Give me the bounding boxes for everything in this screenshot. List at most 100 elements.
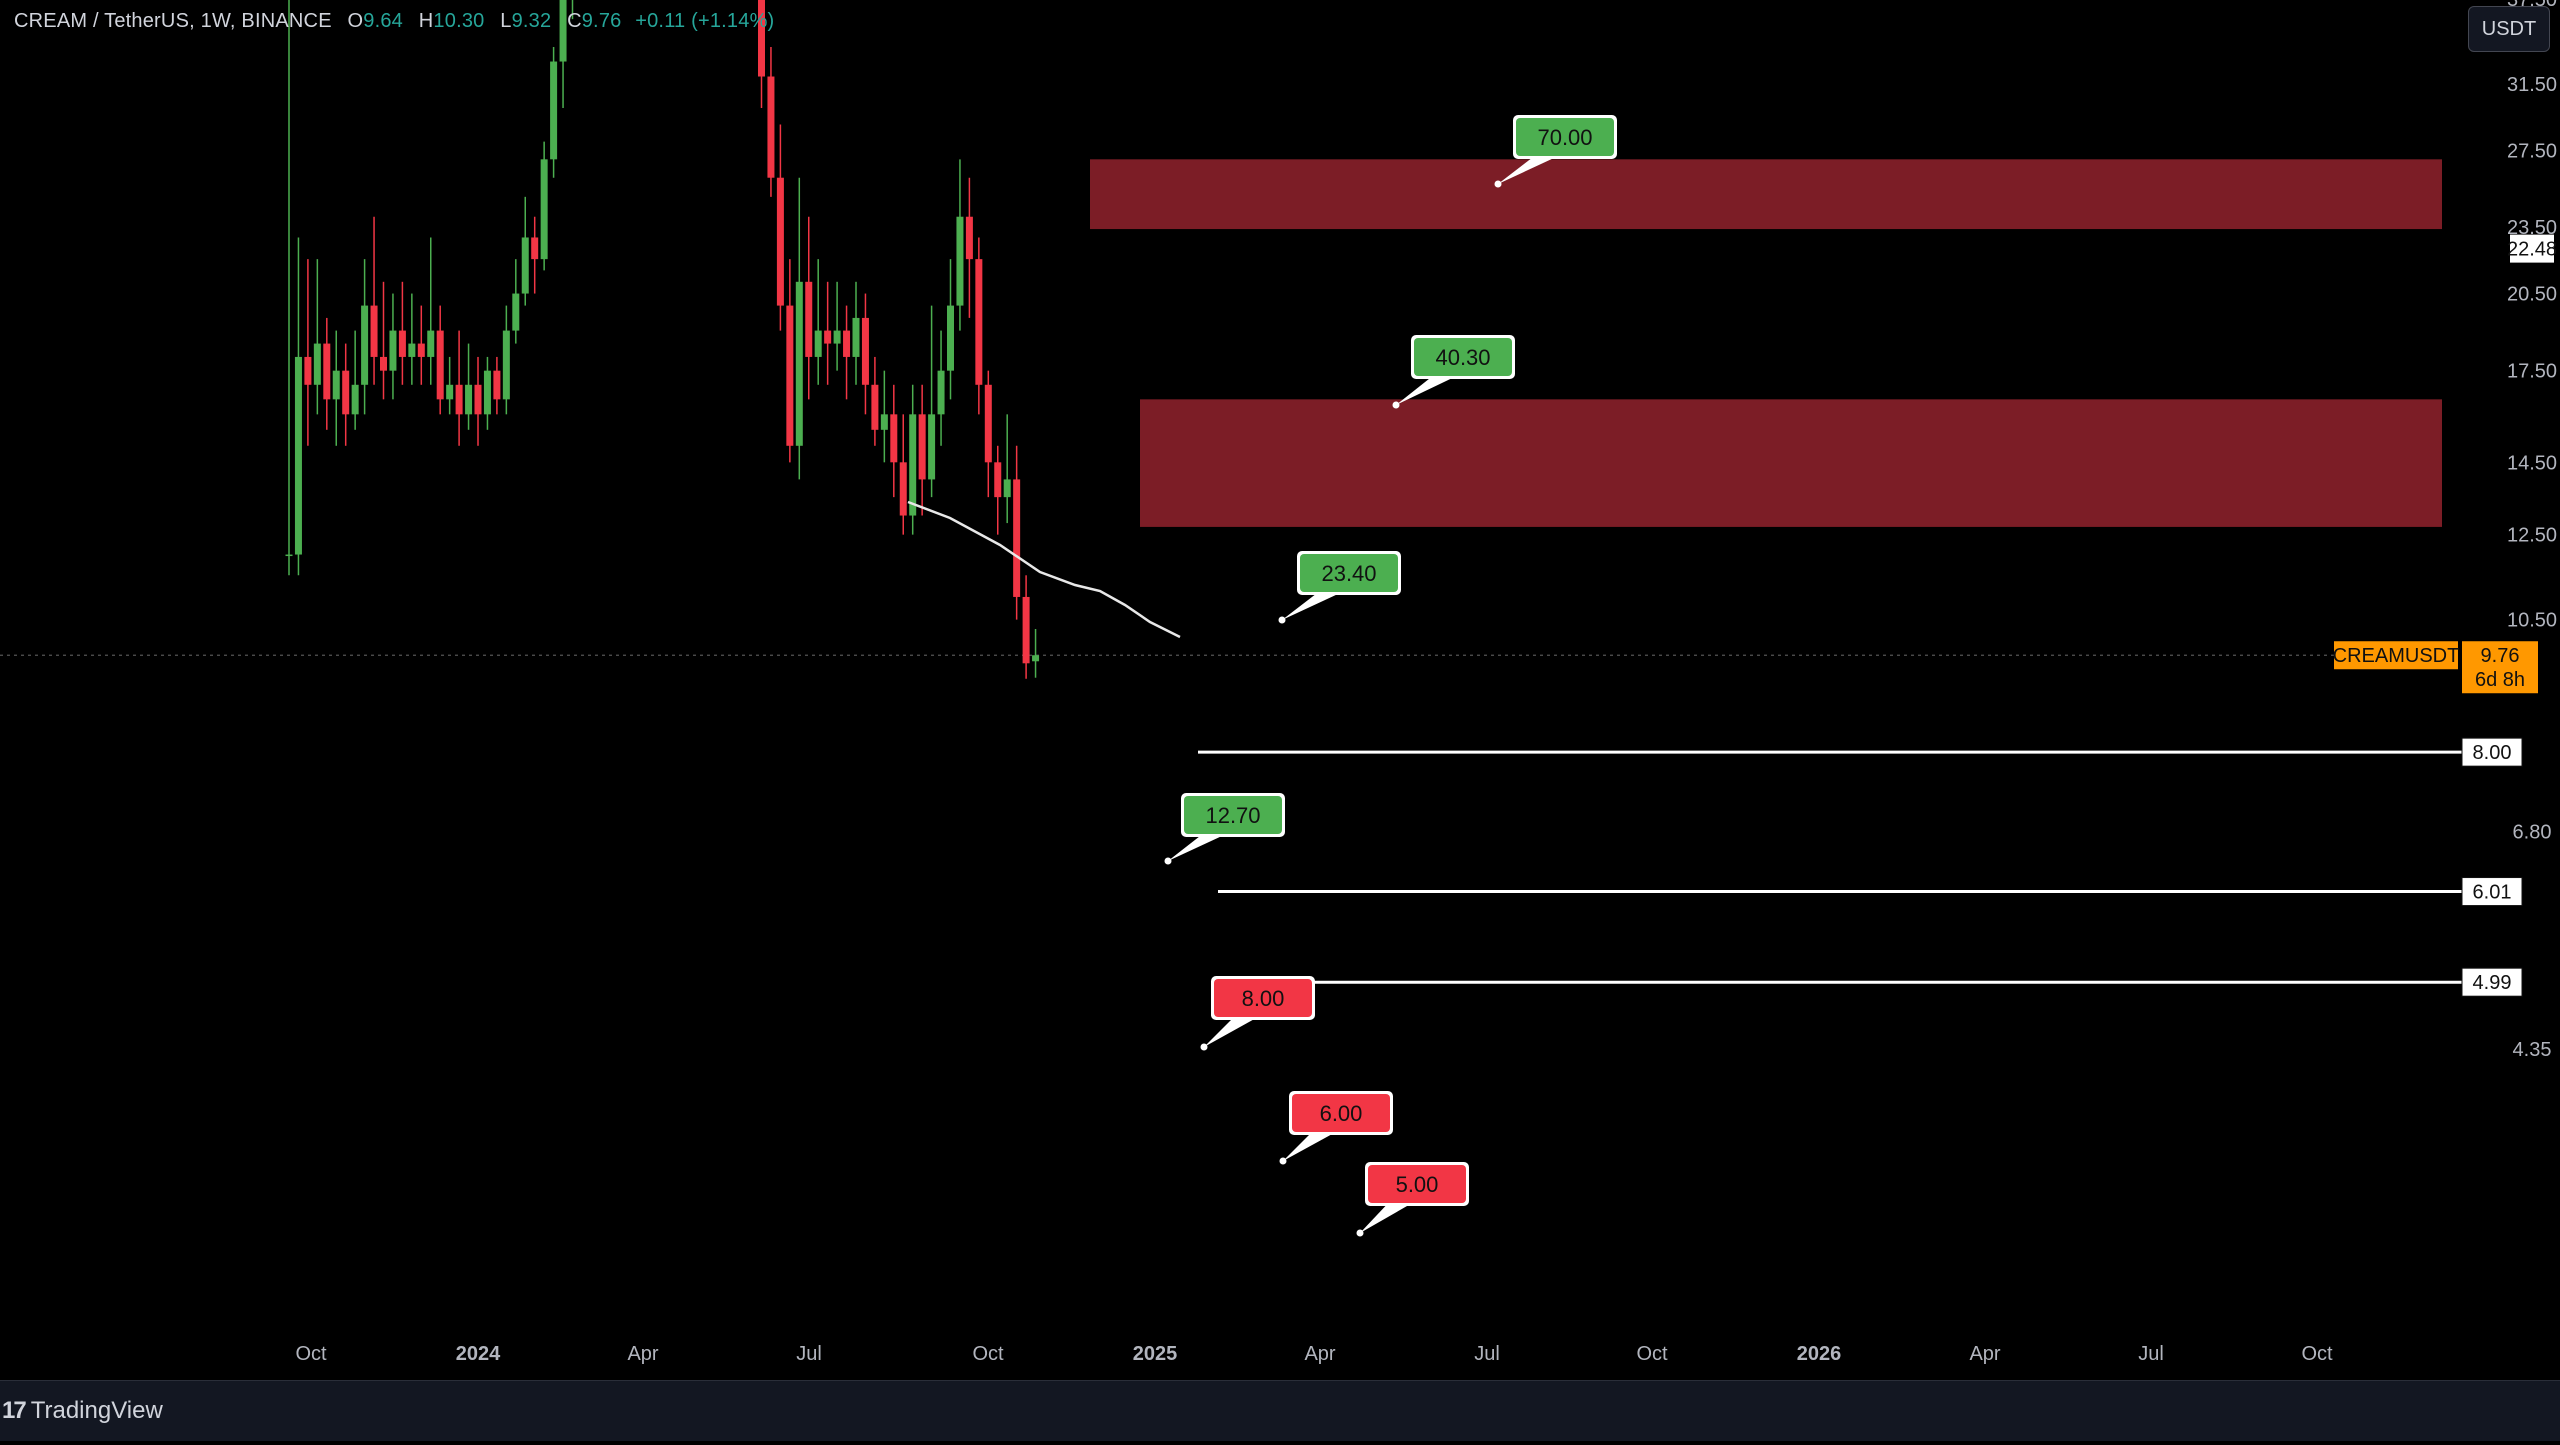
candle-body bbox=[483, 370, 491, 415]
candle-body bbox=[465, 384, 473, 415]
candle-body bbox=[824, 330, 832, 344]
open-value: 9.64 bbox=[363, 10, 403, 32]
change-value: +0.11 (+1.14%) bbox=[635, 10, 775, 32]
time-tick-label: Jul bbox=[2138, 1343, 2164, 1365]
callout-anchor bbox=[1279, 1157, 1287, 1165]
callout-pointer bbox=[1396, 371, 1467, 405]
candle-body bbox=[521, 237, 529, 294]
candle-body bbox=[446, 384, 454, 400]
candle-body bbox=[389, 330, 397, 371]
callout-pointer bbox=[1204, 1012, 1267, 1047]
candle-body bbox=[861, 317, 869, 385]
currency-button[interactable]: USDT bbox=[2468, 6, 2550, 52]
price-tick-label: 6.80 bbox=[2513, 821, 2552, 843]
time-tick-label: Apr bbox=[1304, 1343, 1335, 1365]
callout-text: 40.30 bbox=[1435, 345, 1490, 370]
support-label: 6.00 bbox=[1279, 1091, 1393, 1165]
candle-body bbox=[843, 330, 851, 357]
price-axis-tag-text: 4.99 bbox=[2473, 972, 2512, 994]
candle-body bbox=[408, 343, 416, 357]
candle-body bbox=[417, 343, 425, 357]
time-tick-label: Jul bbox=[796, 1343, 822, 1365]
candle-body bbox=[1032, 655, 1040, 662]
resistance-zone bbox=[1140, 399, 2442, 527]
callout-pointer bbox=[1498, 151, 1569, 184]
axis-marker-text: 22.48 bbox=[2507, 239, 2557, 261]
candle-body bbox=[455, 384, 463, 415]
candle-body bbox=[814, 330, 822, 357]
callout-anchor bbox=[1392, 401, 1400, 409]
price-tick-label: 23.50 bbox=[2507, 217, 2557, 239]
candle-body bbox=[559, 0, 567, 62]
callout-box bbox=[1292, 1094, 1390, 1132]
moving-average-line bbox=[907, 500, 1181, 639]
candle-body bbox=[965, 216, 973, 260]
candle-body bbox=[928, 414, 936, 480]
price-tick-label: 31.50 bbox=[2507, 74, 2557, 96]
time-tick-label: Apr bbox=[1969, 1343, 2000, 1365]
candle-body bbox=[918, 414, 926, 480]
candle-body bbox=[512, 293, 520, 331]
candle-body bbox=[899, 462, 907, 516]
candle-body bbox=[294, 356, 302, 555]
candle-body bbox=[285, 554, 293, 557]
low-value: 9.32 bbox=[511, 10, 552, 32]
callout-text: 23.40 bbox=[1321, 561, 1376, 586]
current-price-tag bbox=[2462, 641, 2538, 694]
target-label: 12.70 bbox=[1164, 793, 1285, 865]
candle-body bbox=[380, 356, 387, 371]
candle-body bbox=[313, 343, 321, 385]
candle-body bbox=[852, 317, 860, 357]
candle-body bbox=[1013, 479, 1021, 597]
candle-body bbox=[833, 330, 841, 344]
price-axis-tag bbox=[2461, 967, 2523, 997]
candle-body bbox=[493, 370, 501, 400]
support-label: 8.00 bbox=[1200, 976, 1315, 1051]
candle-body bbox=[776, 177, 784, 306]
price-tick-label: 37.50 bbox=[2507, 0, 2557, 11]
brand-name: TradingView bbox=[30, 1397, 163, 1424]
candle-body bbox=[323, 343, 331, 400]
open-label: O bbox=[347, 10, 364, 32]
candle-body bbox=[436, 330, 444, 400]
candle-body bbox=[975, 259, 983, 385]
footer-bar: 17 TradingView bbox=[0, 1380, 2560, 1441]
callout-pointer bbox=[1282, 587, 1353, 620]
callout-text: 5.00 bbox=[1396, 1172, 1439, 1197]
callout-box bbox=[1300, 554, 1398, 592]
candle-body bbox=[1003, 479, 1011, 498]
symbol-tag bbox=[2334, 641, 2458, 670]
time-tick-label: Oct bbox=[2301, 1343, 2333, 1365]
callout-anchor bbox=[1356, 1229, 1364, 1237]
symbol-title[interactable]: CREAM / TetherUS, 1W, BINANCE bbox=[14, 10, 332, 32]
symbol-legend: CREAM / TetherUS, 1W, BINANCE O9.64 H10.… bbox=[14, 10, 774, 33]
candle-body bbox=[1022, 596, 1030, 664]
callout-pointer bbox=[1283, 1127, 1345, 1161]
time-tick-label: Oct bbox=[972, 1343, 1004, 1365]
callout-anchor bbox=[1200, 1043, 1208, 1051]
candle-body bbox=[871, 384, 879, 430]
candle-body bbox=[361, 305, 369, 385]
time-tick-label: Oct bbox=[295, 1343, 327, 1365]
callout-box bbox=[1368, 1165, 1466, 1203]
candle-body bbox=[994, 462, 1002, 498]
candle-body bbox=[795, 281, 803, 446]
callout-text: 6.00 bbox=[1320, 1101, 1363, 1126]
price-tick-label: 20.50 bbox=[2507, 284, 2557, 306]
callout-pointer bbox=[1360, 1198, 1421, 1233]
candle-body bbox=[758, 0, 765, 77]
tradingview-logo-icon: 17 bbox=[2, 1397, 27, 1424]
price-tick-label: 4.35 bbox=[2513, 1039, 2552, 1061]
candle-body bbox=[890, 414, 898, 463]
candle-body bbox=[531, 237, 539, 260]
tradingview-logo[interactable]: 17 TradingView bbox=[2, 1397, 163, 1425]
candle-body bbox=[304, 356, 312, 385]
callout-text: 70.00 bbox=[1537, 125, 1592, 150]
support-label: 5.00 bbox=[1356, 1162, 1469, 1237]
time-tick-label: 2024 bbox=[456, 1343, 501, 1365]
target-label: 70.00 bbox=[1494, 115, 1617, 188]
current-price-text: 9.76 bbox=[2481, 645, 2520, 667]
candle-body bbox=[398, 330, 406, 357]
